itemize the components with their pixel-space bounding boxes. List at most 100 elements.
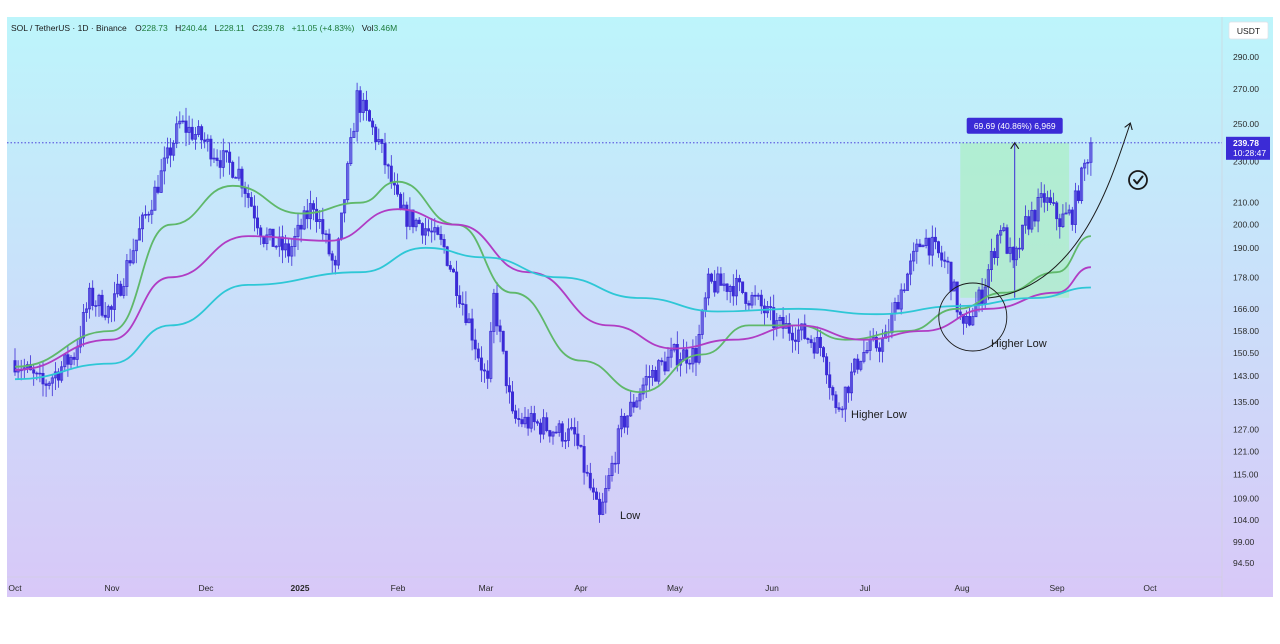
candle-body <box>1024 216 1028 226</box>
price-axis[interactable]: 290.00 270.00 250.00 230.00 210.00 200.00 190.… <box>1233 52 1259 568</box>
measure-tool[interactable]: 69.69 (40.86%) 6,969 <box>960 117 1070 298</box>
candle <box>520 412 524 428</box>
candle <box>461 291 465 316</box>
candle-body <box>283 243 287 251</box>
candle-body <box>346 163 350 201</box>
annotation-low: Low <box>620 510 640 522</box>
candle-body <box>436 227 440 235</box>
candle <box>113 281 117 322</box>
candle-body <box>828 374 832 388</box>
candle <box>1002 222 1006 233</box>
candle <box>532 405 536 431</box>
candle-body <box>632 401 636 408</box>
candle <box>570 418 574 431</box>
candle-body <box>1039 193 1043 198</box>
candle-body <box>554 431 558 434</box>
candle-body <box>731 285 735 297</box>
candle-body <box>759 294 763 307</box>
higher-low-circle <box>938 282 1008 352</box>
candle-body <box>778 316 782 321</box>
candle <box>787 313 791 341</box>
candle <box>579 444 583 448</box>
candle <box>1014 246 1018 266</box>
candle <box>184 107 188 147</box>
candle <box>268 228 272 241</box>
candle <box>218 150 222 179</box>
candle <box>106 304 110 324</box>
candle <box>134 239 138 264</box>
candle-body <box>308 203 312 220</box>
candle <box>507 377 511 404</box>
candle-body <box>305 210 309 220</box>
candle-body <box>103 314 107 318</box>
candle-body <box>172 142 176 156</box>
candle-body <box>654 369 658 382</box>
candle-body <box>448 265 452 270</box>
candle <box>436 225 440 236</box>
candle <box>346 161 350 203</box>
candle <box>601 492 605 516</box>
candle <box>41 361 45 397</box>
candle-body <box>582 446 586 473</box>
candle-body <box>81 312 85 339</box>
candle-body <box>517 417 521 420</box>
candle-body <box>790 332 794 341</box>
candle-body <box>958 311 962 315</box>
candle <box>433 218 437 241</box>
candle-body <box>150 209 154 215</box>
projection-arrow <box>988 124 1130 299</box>
candle-body <box>91 287 95 307</box>
candle <box>355 82 359 142</box>
candle <box>352 122 356 138</box>
currency-button[interactable]: USDT <box>1228 21 1269 40</box>
candle-body <box>66 354 70 365</box>
candle <box>501 330 505 355</box>
candle <box>131 238 135 265</box>
candle-body <box>486 370 490 379</box>
candle-body <box>846 386 850 394</box>
candle <box>159 158 163 193</box>
candle <box>604 475 608 514</box>
candle-body <box>510 391 514 412</box>
candle <box>467 313 471 324</box>
candle <box>1086 159 1090 175</box>
candle-body <box>1086 161 1090 164</box>
candle <box>794 327 798 351</box>
candle-body <box>523 416 527 425</box>
candle-body <box>968 315 972 326</box>
candle <box>215 149 219 167</box>
candle-body <box>32 369 36 374</box>
candle <box>140 212 144 243</box>
candle <box>548 429 552 443</box>
time-tick-label: May <box>667 583 684 593</box>
candle-body <box>109 306 113 310</box>
candle-body <box>315 208 319 223</box>
candle-body <box>937 241 941 254</box>
high-label: H <box>175 23 181 33</box>
candle <box>884 324 888 339</box>
candle-body <box>1045 197 1049 203</box>
candle-body <box>850 371 854 394</box>
price-tick-label: 121.00 <box>1233 447 1259 457</box>
candle <box>747 300 751 310</box>
price-tag-countdown: 10:28:47 <box>1233 148 1266 158</box>
candle-body <box>318 219 322 222</box>
candle-body <box>140 214 144 230</box>
candle-body <box>467 318 471 324</box>
candle <box>610 455 614 482</box>
candle-body <box>380 139 384 144</box>
candle-body <box>520 419 524 425</box>
candle <box>175 116 179 149</box>
price-tick-label: 127.00 <box>1233 425 1259 435</box>
candle <box>1052 192 1056 206</box>
candle <box>657 359 661 385</box>
candle-body <box>482 369 486 372</box>
candle-body <box>361 99 365 113</box>
time-axis[interactable]: Oct Nov Dec 2025 Feb Mar Apr May Jun Jul Aug Sep Oct <box>8 583 1157 593</box>
candle <box>725 283 729 301</box>
candle <box>999 225 1003 244</box>
candle <box>797 318 801 354</box>
candle-body <box>321 219 325 235</box>
